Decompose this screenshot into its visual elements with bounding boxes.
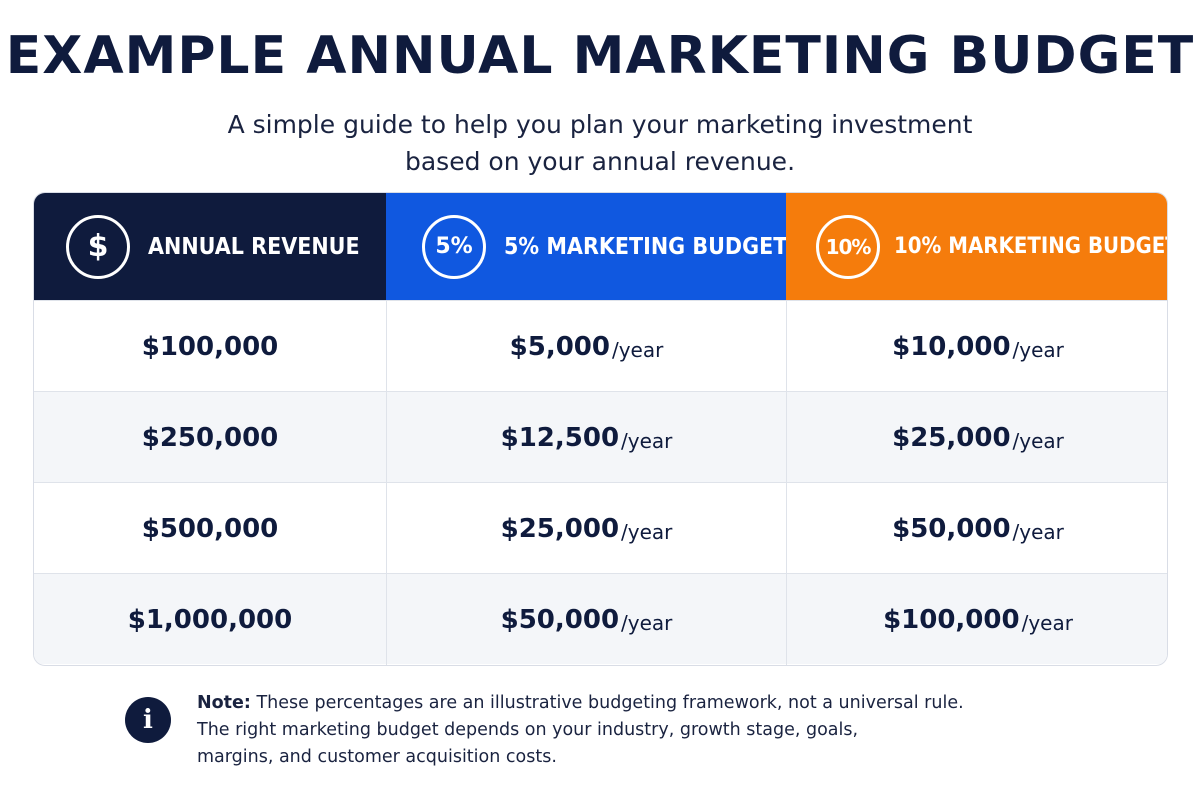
info-icon: i	[125, 697, 171, 743]
per-year-unit: /year	[621, 610, 673, 635]
note-line-1-text: These percentages are an illustrative bu…	[256, 693, 964, 713]
budget-5-cell: $50,000/year	[386, 574, 786, 665]
page-title: EXAMPLE ANNUAL MARKETING BUDGET	[5, 26, 1195, 86]
note-line-1: Note: These percentages are an illustrat…	[197, 690, 1097, 717]
revenue-amount: $250,000	[141, 422, 279, 453]
note-text: Note: These percentages are an illustrat…	[197, 690, 1097, 771]
header-annual-revenue: $ ANNUAL REVENUE	[34, 193, 386, 300]
revenue-amount: $500,000	[141, 513, 279, 544]
per-year-unit: /year	[1021, 610, 1073, 635]
per-year-unit: /year	[611, 337, 664, 362]
per-year-unit: /year	[621, 519, 673, 544]
revenue-cell: $500,000	[34, 483, 386, 574]
dollar-icon: $	[66, 214, 130, 279]
ten-percent-icon: 10%	[816, 214, 880, 279]
subtitle-line-1: A simple guide to help you plan your mar…	[227, 110, 973, 139]
budget-5-cell: $5,000/year	[386, 301, 786, 392]
revenue-cell: $1,000,000	[34, 574, 386, 665]
budget-amount: $5,000	[509, 331, 610, 362]
budget-amount: $12,500	[500, 422, 620, 453]
note-label: Note:	[197, 693, 251, 713]
revenue-cell: $100,000	[34, 301, 386, 392]
note-line-2: The right marketing budget depends on yo…	[197, 720, 859, 740]
header-label: 10% MARKETING BUDGET	[894, 234, 1168, 259]
budget-amount: $100,000	[883, 604, 1020, 635]
budget-5-cell: $25,000/year	[386, 483, 786, 574]
per-year-unit: /year	[1012, 337, 1064, 362]
table-row: $250,000 $12,500/year $25,000/year	[34, 391, 1167, 483]
budget-5-cell: $12,500/year	[386, 392, 786, 483]
revenue-amount: $100,000	[141, 331, 279, 362]
budget-amount: $10,000	[892, 331, 1011, 362]
budget-amount: $50,000	[500, 604, 620, 635]
per-year-unit: /year	[1012, 428, 1064, 453]
budget-amount: $50,000	[892, 513, 1011, 544]
table-row: $500,000 $25,000/year $50,000/year	[34, 482, 1167, 574]
revenue-cell: $250,000	[34, 392, 386, 483]
header-5-percent-budget: 5% 5% MARKETING BUDGET	[386, 193, 788, 300]
five-percent-icon: 5%	[422, 214, 486, 279]
page-subtitle: A simple guide to help you plan your mar…	[0, 106, 1200, 180]
table-row: $100,000 $5,000/year $10,000/year	[34, 300, 1167, 392]
budget-table: $ ANNUAL REVENUE 5% 5% MARKETING BUDGET …	[33, 192, 1168, 666]
budget-10-cell: $100,000/year	[786, 574, 1167, 665]
header-label: 5% MARKETING BUDGET	[504, 233, 788, 260]
header-10-percent-budget: 10% 10% MARKETING BUDGET	[786, 193, 1168, 300]
subtitle-line-2: based on your annual revenue.	[404, 147, 796, 176]
budget-10-cell: $10,000/year	[786, 301, 1167, 392]
budget-10-cell: $25,000/year	[786, 392, 1167, 483]
revenue-amount: $1,000,000	[127, 604, 293, 635]
table-row: $1,000,000 $50,000/year $100,000/year	[34, 573, 1167, 665]
budget-10-cell: $50,000/year	[786, 483, 1167, 574]
note-line-3: margins, and customer acquisition costs.	[197, 747, 557, 767]
budget-amount: $25,000	[500, 513, 620, 544]
per-year-unit: /year	[621, 428, 673, 453]
per-year-unit: /year	[1012, 519, 1064, 544]
header-label: ANNUAL REVENUE	[148, 233, 360, 260]
budget-amount: $25,000	[892, 422, 1011, 453]
